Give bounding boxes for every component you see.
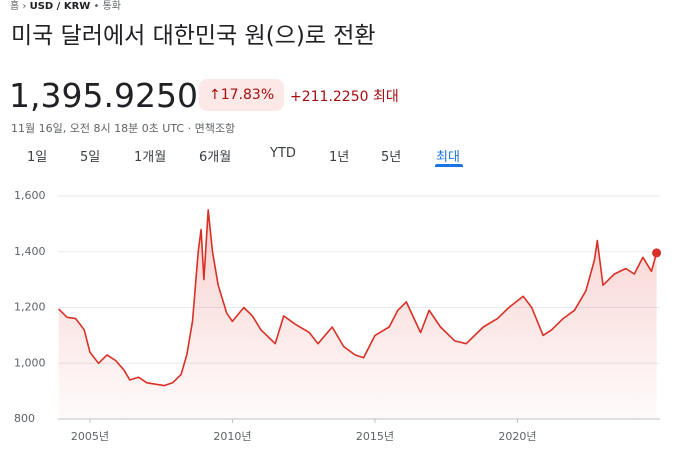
arrow-icon: ↑ [209, 87, 221, 103]
change-value: +211.2250 [290, 89, 369, 105]
price-line [58, 209, 658, 387]
range-tab[interactable]: 1개월 [134, 150, 167, 165]
title: 미국 달러에서 대한민국 원(으)로 전환 [11, 23, 376, 49]
x-tick-label: 2010년 [213, 430, 251, 443]
disclaimer[interactable]: 면책조항 [194, 122, 236, 135]
chevron: › [22, 1, 30, 12]
range-tab[interactable]: 최대 [436, 150, 460, 165]
range-tab[interactable]: YTD [270, 146, 296, 161]
timestamp-row: 11월 16일, 오전 8시 18분 0초 UTC · 면책조항 [11, 122, 236, 135]
last-point [652, 248, 662, 258]
range-tab[interactable]: 6개월 [199, 150, 232, 165]
breadcrumb: 홈 › USD / KRW • 통화 [10, 0, 121, 12]
breadcrumb-type[interactable]: 통화 [102, 1, 121, 12]
timestamp: 11월 16일, 오전 8시 18분 0초 UTC [11, 122, 185, 135]
range-label: 최대 [372, 89, 399, 105]
area-fill [58, 209, 657, 419]
y-tick-label: 1,400 [14, 245, 46, 258]
breadcrumb-home[interactable]: 홈 [10, 1, 20, 12]
range-tab[interactable]: 1년 [329, 150, 350, 165]
tab-underline [435, 164, 463, 167]
y-tick-label: 1,600 [14, 189, 46, 202]
x-tick-label: 2005년 [71, 430, 109, 443]
change-percent: 17.83% [220, 87, 275, 103]
range-tab[interactable]: 5년 [381, 150, 402, 165]
change: +211.2250 최대 [290, 86, 399, 106]
price: 1,395.9250 [9, 76, 198, 115]
range-tab[interactable]: 1일 [27, 150, 48, 165]
x-tick-label: 2020년 [498, 430, 536, 443]
breadcrumb-pair[interactable]: USD / KRW [29, 1, 91, 12]
x-tick-label: 2015년 [356, 430, 394, 443]
y-tick-label: 800 [14, 412, 35, 425]
y-tick-label: 1,200 [14, 301, 46, 314]
y-tick-label: 1,000 [14, 356, 46, 369]
chart: 800 1,000 1,200 1,400 1,600 2005년 2010년 2015년 20… [14, 189, 662, 443]
dot: • [93, 1, 103, 12]
change-badge: ↑17.83% [199, 79, 285, 111]
range-tab[interactable]: 5일 [80, 150, 101, 165]
